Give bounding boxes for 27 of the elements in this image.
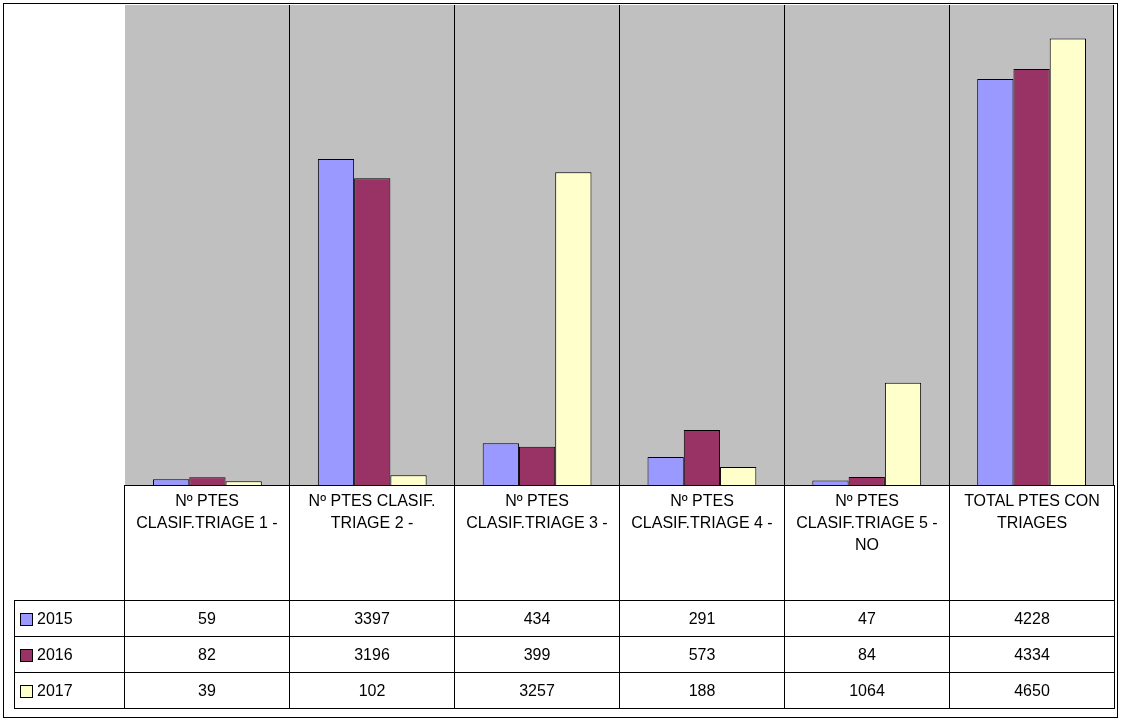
data-label: 47 [784,600,950,637]
x-tick-label: TOTAL PTES CON TRIAGES [949,485,1115,601]
data-label: 3257 [454,672,620,709]
x-tick-label: Nº PTES CLASIF. TRIAGE 2 - [289,485,455,601]
data-label: 102 [289,672,455,709]
data-label: 59 [124,600,290,637]
x-tick-label: Nº PTES CLASIF.TRIAGE 1 - [124,485,290,601]
data-label: 3397 [289,600,455,637]
x-tick-label: Nº PTES CLASIF.TRIAGE 3 - [454,485,620,601]
data-label: 84 [784,636,950,673]
data-label: 4650 [949,672,1115,709]
data-label: 434 [454,600,620,637]
data-label: 573 [619,636,785,673]
data-label: 1064 [784,672,950,709]
data-label: 82 [124,636,290,673]
data-label: 291 [619,600,785,637]
legend-label: 2015 [14,600,125,637]
x-tick-label: Nº PTES CLASIF.TRIAGE 4 - [619,485,785,601]
data-label: 3196 [289,636,455,673]
data-label: 188 [619,672,785,709]
x-tick-label: Nº PTES CLASIF.TRIAGE 5 - NO [784,485,950,601]
legend-label: 2016 [14,636,125,673]
data-label: 39 [124,672,290,709]
legend-label: 2017 [14,672,125,709]
data-label: 4228 [949,600,1115,637]
data-label: 4334 [949,636,1115,673]
data-label: 399 [454,636,620,673]
